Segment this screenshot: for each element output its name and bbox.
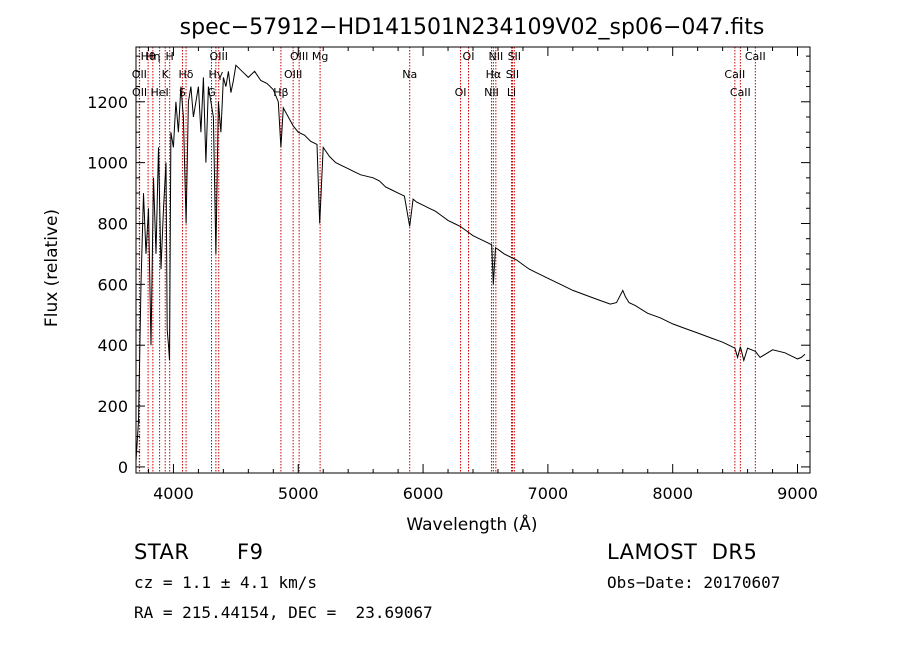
y-tick-label: 400 <box>97 336 128 355</box>
spectral-line-label: SII <box>506 68 519 81</box>
spectral-line-label: Li <box>507 86 516 99</box>
spectral-line-label: K <box>162 68 170 81</box>
spectral-line-label: CaII <box>724 68 745 81</box>
spectral-line-label: Hβ <box>273 86 288 99</box>
spectral-line-label: Na <box>402 68 417 81</box>
y-tick-label: 200 <box>97 397 128 416</box>
spectral-line-label: Hδ <box>179 68 194 81</box>
x-tick-label: 9000 <box>777 484 818 503</box>
spectral-line-label: CaII <box>745 50 766 63</box>
spectral-line-label: Mg <box>312 50 328 63</box>
x-tick-label: 8000 <box>652 484 693 503</box>
object-subclass: F9 <box>237 540 264 564</box>
spectral-line-label: OIII <box>290 50 308 63</box>
x-tick-label: 6000 <box>403 484 444 503</box>
spectral-line-label: NII <box>484 86 499 99</box>
y-axis-ticks: 0 200 400 600 800 1000 1200 <box>87 55 810 477</box>
spectrum-line <box>135 64 806 461</box>
y-tick-label: 1200 <box>87 93 128 112</box>
y-tick-label: 0 <box>118 458 128 477</box>
spectral-line-label: S <box>179 86 186 99</box>
spectral-line-label: Hη <box>145 50 160 63</box>
spectral-line-label: OII <box>132 68 147 81</box>
survey-name: LAMOST DR5 <box>607 540 758 564</box>
y-tick-label: 1000 <box>87 154 128 173</box>
spectral-line-markers <box>138 47 756 473</box>
spectral-line-label: OII <box>132 86 147 99</box>
chart-title: spec−57912−HD141501N234109V02_sp06−047.f… <box>180 15 765 40</box>
redshift-readout: cz = 1.1 ± 4.1 km/s <box>134 573 318 592</box>
coordinates-readout: RA = 215.44154, DEC = 23.69067 <box>134 603 433 622</box>
spectral-line-label: NII <box>488 50 503 63</box>
spectrum-chart: spec−57912−HD141501N234109V02_sp06−047.f… <box>42 15 818 535</box>
x-axis-label: Wavelength (Å) <box>406 513 537 535</box>
spectral-line-label: OI <box>463 50 475 63</box>
spectral-line-label: Hθ <box>141 50 156 63</box>
x-axis-ticks: 4000 5000 6000 7000 8000 9000 <box>147 47 818 503</box>
object-class: STAR <box>134 540 190 564</box>
spectral-line-label: OI <box>455 86 467 99</box>
observation-date: Obs−Date: 20170607 <box>607 573 781 592</box>
spectral-line-label: HeI <box>150 86 168 99</box>
y-tick-label: 600 <box>97 275 128 294</box>
x-tick-label: 7000 <box>528 484 569 503</box>
y-tick-label: 800 <box>97 214 128 233</box>
spectral-line-label: OIII <box>284 68 302 81</box>
spectral-line-labels: Hθ OII OII HηK HeI H Hδ S OIII Hγ G OIII OIII Hβ Mg Na O… <box>132 50 766 99</box>
y-axis-label: Flux (relative) <box>42 209 62 327</box>
spectral-line-label: H <box>166 50 174 63</box>
x-tick-label: 5000 <box>278 484 319 503</box>
x-tick-label: 4000 <box>153 484 194 503</box>
spectral-line-label: SII <box>508 50 521 63</box>
spectral-line-label: Hα <box>486 68 502 81</box>
axes-frame <box>135 46 811 474</box>
spectral-line-label: OIII <box>210 50 228 63</box>
spectral-line-label: CaII <box>730 86 751 99</box>
spectral-line-label: G <box>207 86 216 99</box>
spectral-line-label: Hγ <box>208 68 223 81</box>
